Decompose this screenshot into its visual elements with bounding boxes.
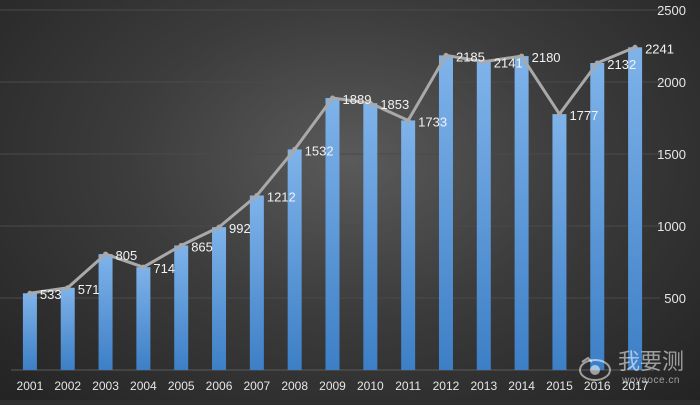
line-point [556, 111, 562, 117]
bar [401, 120, 416, 370]
camera-logo-icon [578, 356, 611, 381]
data-label: 2180 [532, 50, 561, 65]
watermark-name: 我要测 [617, 350, 684, 375]
bar [363, 103, 378, 370]
data-label: 2185 [456, 49, 485, 64]
data-label: 805 [116, 248, 138, 263]
x-tick-label: 2004 [130, 379, 157, 393]
bar [438, 55, 453, 371]
line-point [443, 52, 449, 58]
x-tick-label: 2007 [244, 379, 271, 393]
line-point [481, 59, 487, 65]
x-tick-label: 2009 [319, 379, 346, 393]
bar [287, 149, 302, 370]
line-point [594, 60, 600, 66]
data-label: 2132 [607, 57, 636, 72]
x-tick-label: 2013 [470, 379, 497, 393]
line-point [254, 192, 260, 198]
line-point [632, 44, 638, 50]
bar [136, 267, 151, 370]
data-label: 1212 [267, 189, 296, 204]
data-label: 2141 [494, 56, 523, 71]
data-label: 1777 [569, 108, 598, 123]
bar [590, 62, 605, 370]
data-label: 1889 [343, 92, 372, 107]
x-tick-label: 2015 [546, 379, 573, 393]
x-tick-label: 2005 [168, 379, 195, 393]
bar [212, 227, 227, 370]
x-tick-label: 2012 [433, 379, 460, 393]
data-label: 992 [229, 221, 251, 236]
line-point [292, 146, 298, 152]
trend-line [27, 44, 638, 296]
x-tick-label: 2003 [92, 379, 119, 393]
bars [22, 47, 643, 371]
y-tick-label: 2500 [657, 3, 686, 18]
data-label: 533 [40, 287, 62, 302]
bar [552, 114, 567, 370]
data-labels: 533 571 805 714 865 992 1212 1532 1889 1853 1733 21… [40, 41, 674, 302]
watermark: 我要测 woyaoce.cn [578, 352, 684, 386]
line-point [178, 242, 184, 248]
line-point [519, 53, 525, 59]
x-tick-label: 2016 [584, 379, 611, 393]
line-point [103, 251, 109, 257]
bar [60, 287, 75, 370]
data-label: 2241 [645, 41, 674, 56]
bar [98, 254, 113, 370]
line-point [216, 224, 222, 230]
y-tick-label: 1000 [657, 219, 686, 234]
x-tick-label: 2011 [395, 379, 421, 393]
data-label: 571 [78, 282, 100, 297]
x-tick-label: 2008 [281, 379, 308, 393]
bar [174, 245, 189, 370]
x-axis-ticks: 2001 2002 2003 2004 2005 2006 2007 2008 2009 2010… [17, 379, 649, 393]
x-tick-label: 2006 [206, 379, 233, 393]
line-point [140, 264, 146, 270]
line-point [65, 285, 71, 291]
data-label: 714 [153, 261, 175, 276]
data-label: 1532 [305, 143, 334, 158]
line-point [330, 95, 335, 101]
y-tick-label: 500 [664, 291, 686, 306]
data-label: 865 [191, 239, 213, 254]
x-tick-label: 2002 [54, 379, 81, 393]
x-tick-label: 2017 [622, 379, 649, 393]
data-label: 1733 [418, 114, 447, 129]
x-tick-label: 2014 [508, 379, 535, 393]
bar [514, 56, 529, 371]
x-tick-label: 2010 [357, 379, 384, 393]
bar [325, 97, 340, 370]
line-point [405, 117, 411, 123]
bar [249, 195, 264, 370]
x-tick-label: 2001 [17, 379, 44, 393]
watermark-url: woyaoce.cn [622, 375, 680, 386]
bar [22, 293, 37, 370]
line-point [367, 100, 373, 106]
line-point [27, 290, 33, 296]
y-axis-ticks: 500 1000 1500 2000 2500 [657, 3, 686, 306]
y-tick-label: 1500 [657, 147, 686, 162]
data-label: 1853 [380, 97, 409, 112]
bar [476, 61, 491, 371]
y-tick-label: 2000 [657, 75, 686, 90]
bar [628, 47, 643, 371]
